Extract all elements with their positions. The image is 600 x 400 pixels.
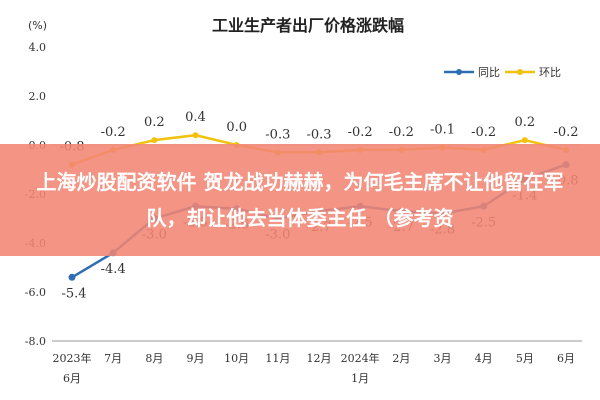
- overlay-banner[interactable]: 上海炒股配资软件 贺龙战功赫赫，为何毛主席不让他留在军队，却让他去当体委主任 （…: [0, 144, 600, 256]
- x-tick-label: 9月: [187, 352, 205, 365]
- data-label: -0.2: [553, 125, 578, 140]
- data-point: [521, 137, 528, 144]
- data-label: -5.4: [61, 286, 86, 301]
- x-tick-label: 3月: [434, 352, 452, 365]
- data-label: -4.4: [101, 262, 126, 277]
- y-tick-label: 4.0: [29, 41, 47, 54]
- y-tick-label: 2.0: [29, 90, 47, 103]
- data-point: [68, 273, 76, 281]
- chart-title: 工业生产者出厂价格涨跌幅: [212, 16, 404, 35]
- data-label: -0.3: [265, 127, 290, 142]
- legend: 同比 环比: [444, 66, 561, 79]
- x-tick-label: 4月: [475, 352, 493, 365]
- y-tick-label: -6.0: [25, 286, 46, 299]
- legend-label: 环比: [539, 66, 561, 79]
- data-label: -0.1: [430, 122, 455, 137]
- y-tick-label: -8.0: [25, 335, 46, 348]
- x-tick-label: 11月: [265, 352, 290, 365]
- data-label: -0.2: [389, 125, 414, 140]
- data-label: 0.4: [185, 110, 206, 125]
- data-label: -0.2: [471, 125, 496, 140]
- unit-label: (%): [28, 19, 47, 32]
- data-point: [192, 132, 199, 139]
- data-label: 0.2: [144, 115, 165, 130]
- x-tick-label: 10月: [224, 352, 249, 365]
- x-tick-label: 8月: [145, 352, 163, 365]
- data-label: -0.3: [306, 127, 331, 142]
- data-label: -0.2: [348, 125, 373, 140]
- legend-marker: [517, 69, 523, 75]
- x-tick-label: 6月: [557, 352, 575, 365]
- data-label: -0.2: [101, 125, 126, 140]
- x-axis: 2023年 6月 7月 8月 9月 10月 11月 12月 2024年 1月 2月 3月 4月 5月 6月: [53, 351, 576, 385]
- x-tick-label: 7月: [104, 352, 122, 365]
- legend-label: 同比: [478, 66, 500, 79]
- data-point: [151, 137, 158, 144]
- x-tick-label: 2023年 6月: [53, 351, 92, 385]
- legend-marker: [456, 69, 462, 75]
- x-tick-label: 5月: [516, 352, 534, 365]
- data-label: 0.0: [226, 120, 247, 135]
- x-tick-label: 2024年 1月: [341, 351, 380, 385]
- x-tick-label: 12月: [307, 352, 332, 365]
- x-tick-label: 2月: [392, 352, 410, 365]
- data-label: 0.2: [514, 115, 535, 130]
- overlay-headline[interactable]: 上海炒股配资软件 贺龙战功赫赫，为何毛主席不让他留在军队，却让他去当体委主任 （…: [36, 170, 564, 230]
